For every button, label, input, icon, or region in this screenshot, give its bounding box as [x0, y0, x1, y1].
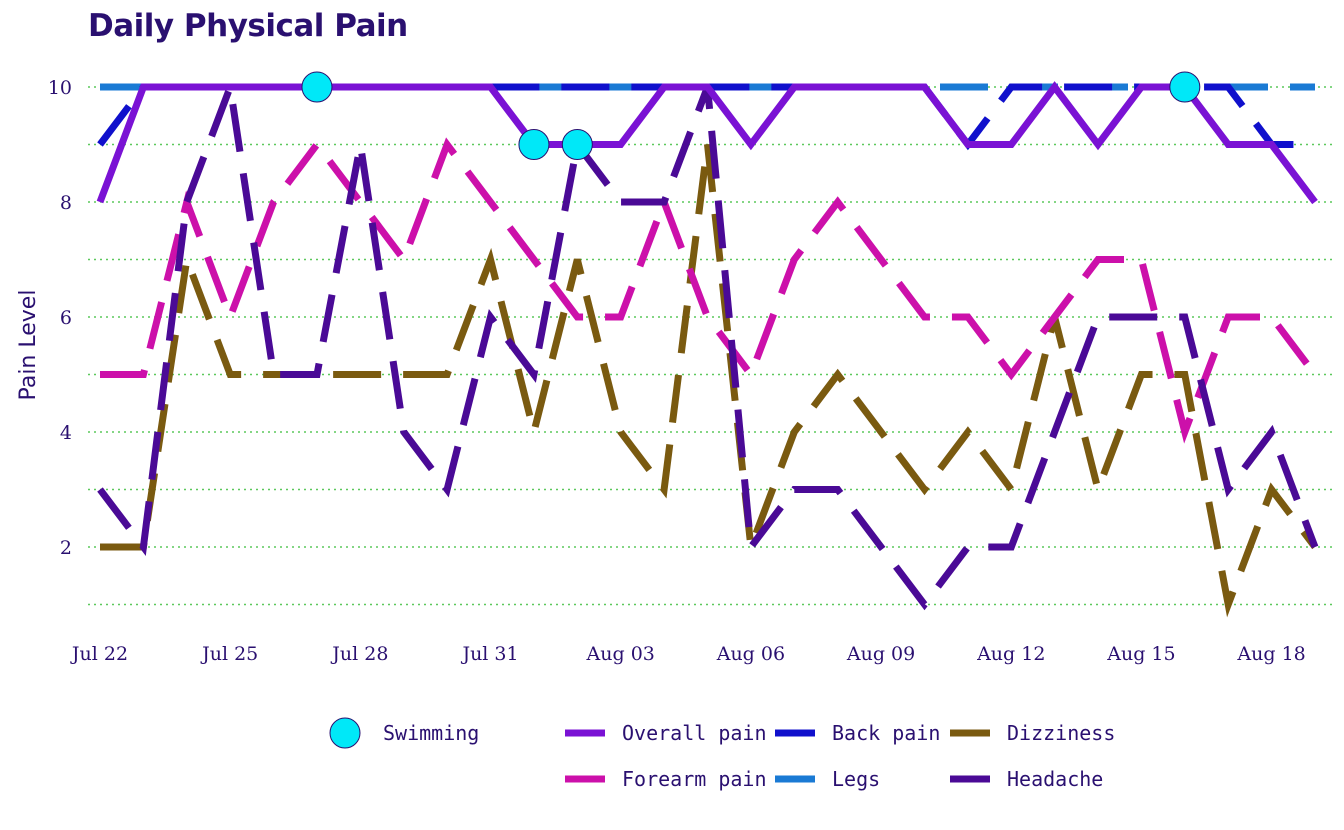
legend-label: Overall pain — [622, 721, 767, 745]
legend-item: Swimming — [329, 717, 479, 749]
y-tick-label: 10 — [48, 77, 72, 99]
x-tick-label: Aug 18 — [1236, 643, 1305, 665]
series-lines — [96, 73, 1319, 618]
y-tick-label: 8 — [60, 192, 72, 214]
legend-label: Headache — [1007, 767, 1103, 791]
y-tick-label: 6 — [60, 307, 72, 329]
x-tick-label: Jul 22 — [70, 643, 128, 665]
legend-item: Legs — [775, 767, 880, 791]
series-line-forearm-pain — [100, 137, 1318, 444]
swimming-marker — [1169, 71, 1201, 103]
x-tick-label: Jul 31 — [460, 643, 518, 665]
x-tick-label: Aug 12 — [976, 643, 1045, 665]
x-tick-label: Aug 15 — [1106, 643, 1175, 665]
swimming-marker — [301, 71, 333, 103]
y-tick-label: 2 — [60, 537, 72, 559]
chart-title: Daily Physical Pain — [88, 8, 408, 44]
x-tick-label: Jul 25 — [200, 643, 258, 665]
y-axis-title: Pain Level — [16, 290, 41, 401]
x-tick-label: Aug 09 — [846, 643, 915, 665]
x-tick-label: Aug 06 — [716, 643, 785, 665]
legend-label: Forearm pain — [622, 767, 767, 791]
legend-item: Back pain — [775, 721, 940, 745]
legend-swatch-marker — [329, 717, 361, 749]
legend-item: Headache — [950, 767, 1103, 791]
legend-item: Overall pain — [565, 721, 767, 745]
legend-label: Legs — [832, 767, 880, 791]
x-tick-label: Aug 03 — [586, 643, 655, 665]
swimming-marker — [518, 129, 550, 160]
y-tick-label: 4 — [60, 422, 72, 444]
swimming-markers — [301, 71, 1201, 160]
legend-item: Dizziness — [950, 721, 1115, 745]
legend: Swimming Overall pain Back pain Dizziness Fo… — [329, 717, 1115, 791]
legend-label: Dizziness — [1007, 721, 1115, 745]
y-axis-ticks: 2 4 6 8 10 — [48, 77, 72, 559]
legend-item: Forearm pain — [565, 767, 767, 791]
swimming-marker — [561, 129, 593, 160]
legend-label: Back pain — [832, 721, 940, 745]
x-tick-label: Jul 28 — [330, 643, 388, 665]
x-axis-ticks: Jul 22 Jul 25 Jul 28 Jul 31 Aug 03 Aug 06 Aug … — [70, 643, 1306, 665]
legend-label: Swimming — [383, 721, 479, 745]
